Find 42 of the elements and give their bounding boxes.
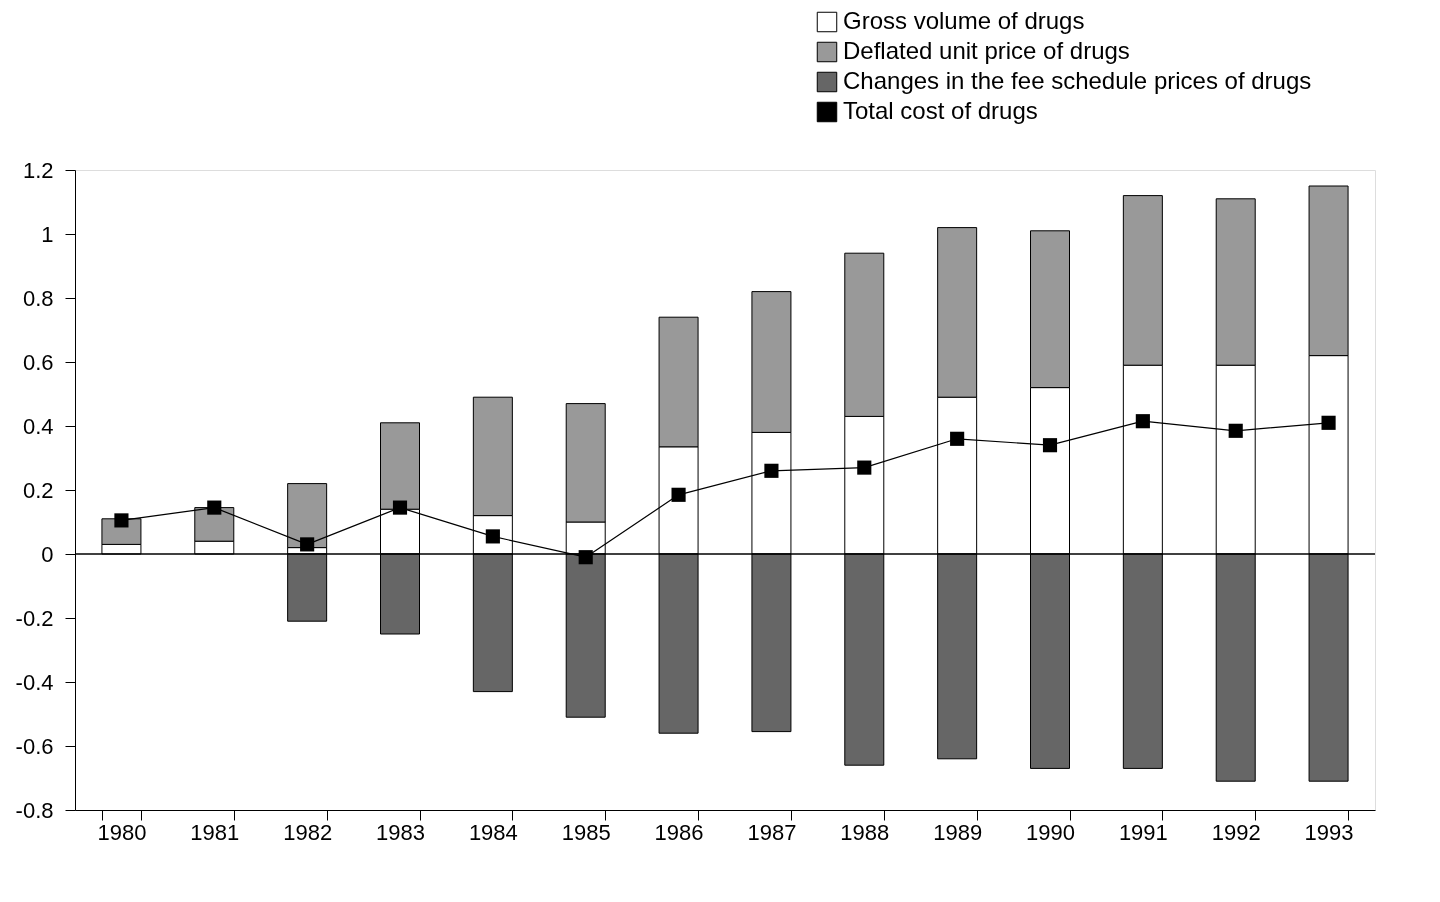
x-tick-label: 1987 xyxy=(747,819,797,845)
point xyxy=(1228,423,1243,438)
point xyxy=(392,500,408,515)
x-tick-label: 1993 xyxy=(1304,819,1354,845)
x-tick-label: 1984 xyxy=(468,819,518,845)
y-tick-label: 0.4 xyxy=(22,413,54,439)
x-tick-label: 1980 xyxy=(97,819,147,845)
point xyxy=(1321,415,1336,430)
point xyxy=(300,537,315,552)
legend-label: Deflated unit price of drugs xyxy=(843,37,1130,64)
y-tick-label: 0 xyxy=(41,541,54,567)
point xyxy=(114,513,129,528)
x-tick-label: 1981 xyxy=(190,819,240,845)
x-tick-label: 1986 xyxy=(654,819,704,845)
point xyxy=(1135,414,1150,429)
y-tick-label: 1.2 xyxy=(22,157,54,183)
point xyxy=(207,500,222,515)
y-tick-label: -0.8 xyxy=(15,797,54,823)
y-tick-label: 0.2 xyxy=(22,477,54,503)
x-tick-label: 1988 xyxy=(840,819,890,845)
bar xyxy=(287,483,328,549)
legend-label: Gross volume of drugs xyxy=(843,7,1085,34)
legend-label: Total cost of drugs xyxy=(843,97,1038,124)
point xyxy=(671,487,686,502)
x-tick-label: 1989 xyxy=(933,819,983,845)
legend-label: Changes in the fee schedule prices of drugs xyxy=(843,67,1312,94)
x-tick-label: 1982 xyxy=(283,819,333,845)
point xyxy=(1042,438,1058,453)
x-tick-label: 1985 xyxy=(561,819,611,845)
x-tick-label: 1983 xyxy=(376,819,425,845)
x-tick-label: 1992 xyxy=(1211,819,1261,845)
y-tick-label: 0.8 xyxy=(22,285,54,311)
point xyxy=(857,460,872,475)
x-tick-label: 1991 xyxy=(1118,819,1168,845)
y-tick-label: -0.6 xyxy=(15,733,54,759)
point xyxy=(950,431,965,446)
point xyxy=(764,463,779,478)
y-tick-label: 1 xyxy=(41,221,54,247)
y-tick-label: 0.6 xyxy=(22,349,54,375)
y-tick-label: -0.2 xyxy=(15,605,54,631)
y-tick-label: -0.4 xyxy=(15,669,54,695)
x-tick-label: 1990 xyxy=(1026,819,1075,845)
